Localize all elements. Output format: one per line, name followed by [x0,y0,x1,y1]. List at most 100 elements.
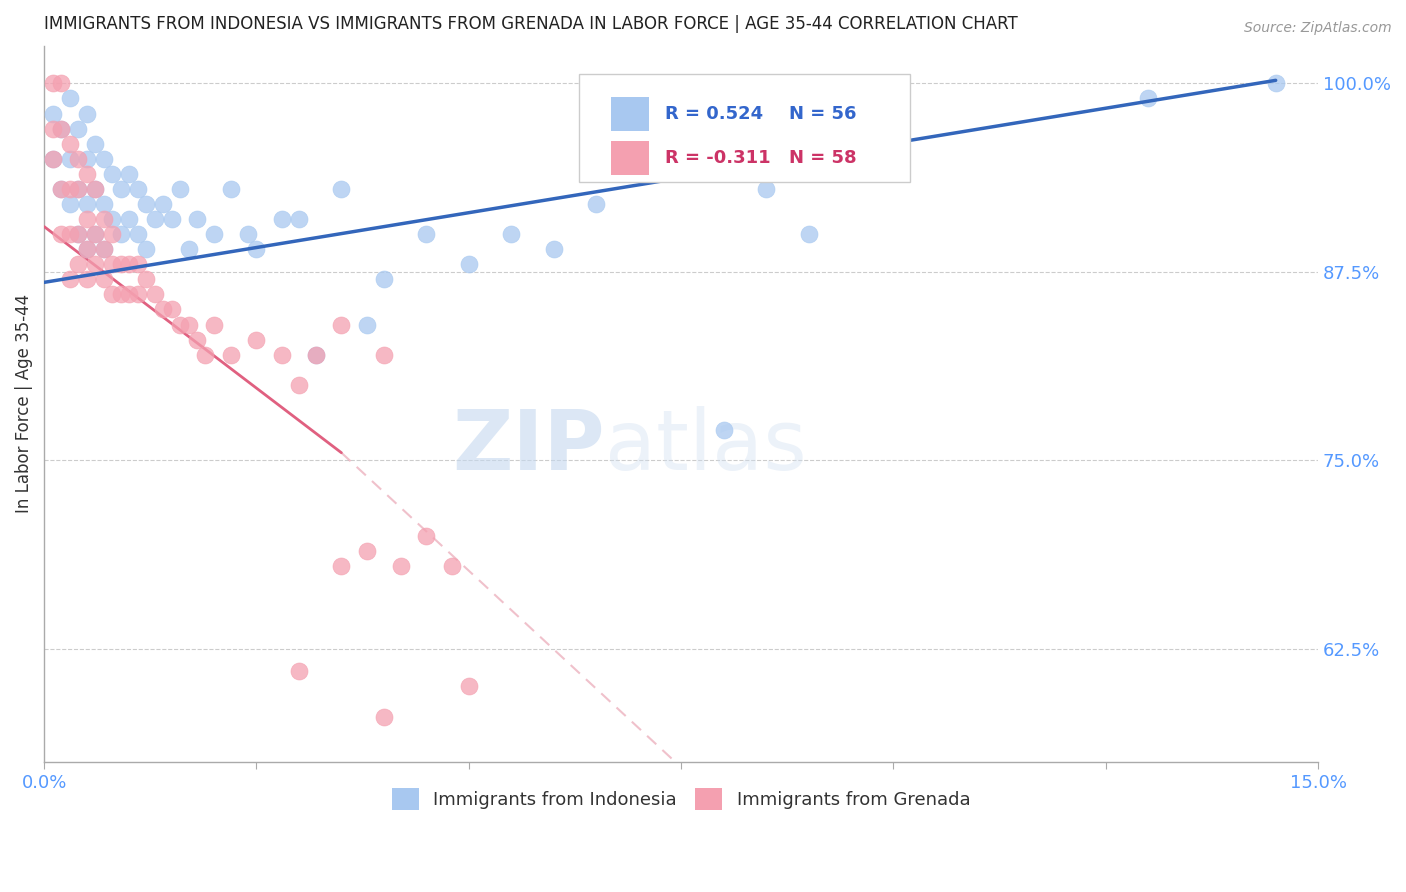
Point [585,197,607,211]
Point [177,242,200,256]
Point [373,272,395,286]
Point [93,272,115,286]
Point [127,287,149,301]
Point [219,348,242,362]
Point [135,242,157,256]
Text: N = 56: N = 56 [789,105,856,123]
Point [76,167,98,181]
Point [245,242,267,256]
Point [186,212,208,227]
Point [76,242,98,256]
Point [76,152,98,166]
Point [330,558,353,573]
Point [101,287,124,301]
Point [76,242,98,256]
Point [76,106,98,120]
Point [160,302,183,317]
Point [76,197,98,211]
Point [76,212,98,227]
Point [152,302,174,317]
FancyBboxPatch shape [612,97,650,131]
Point [143,212,166,227]
Point [41,76,63,90]
Point [202,318,225,332]
Point [76,272,98,286]
Point [84,227,107,241]
Point [245,333,267,347]
Point [713,423,735,437]
Point [67,227,90,241]
Point [177,318,200,332]
Point [118,167,141,181]
Point [93,212,115,227]
Point [49,121,72,136]
Point [186,333,208,347]
Point [118,287,141,301]
Point [356,318,378,332]
Point [84,227,107,241]
Point [101,212,124,227]
Point [41,106,63,120]
Point [271,348,294,362]
Point [118,212,141,227]
Point [288,665,311,679]
Point [49,227,72,241]
Point [93,152,115,166]
Point [160,212,183,227]
Point [58,227,80,241]
Point [84,182,107,196]
Point [84,136,107,151]
Point [49,182,72,196]
Point [49,76,72,90]
Point [194,348,217,362]
Point [67,121,90,136]
Point [41,152,63,166]
Point [440,558,463,573]
Point [797,227,820,241]
Point [49,121,72,136]
Text: atlas: atlas [605,406,807,487]
Point [110,182,132,196]
Point [373,348,395,362]
Point [127,257,149,271]
Point [755,182,778,196]
Point [457,257,479,271]
Y-axis label: In Labor Force | Age 35-44: In Labor Force | Age 35-44 [15,294,32,513]
Point [84,257,107,271]
Point [305,348,328,362]
Point [110,287,132,301]
Point [202,227,225,241]
Point [93,197,115,211]
Point [101,167,124,181]
Text: N = 58: N = 58 [789,149,858,167]
Point [288,212,311,227]
Legend: Immigrants from Indonesia, Immigrants from Grenada: Immigrants from Indonesia, Immigrants fr… [385,780,977,817]
Point [389,558,412,573]
Point [58,197,80,211]
Point [219,182,242,196]
Point [58,272,80,286]
Text: IMMIGRANTS FROM INDONESIA VS IMMIGRANTS FROM GRENADA IN LABOR FORCE | AGE 35-44 : IMMIGRANTS FROM INDONESIA VS IMMIGRANTS … [44,15,1018,33]
Point [67,182,90,196]
Point [330,318,353,332]
Point [41,152,63,166]
Point [356,543,378,558]
Point [457,679,479,693]
Point [373,709,395,723]
Text: R = 0.524: R = 0.524 [665,105,762,123]
Point [67,182,90,196]
Point [58,91,80,105]
Point [41,121,63,136]
Point [58,136,80,151]
Point [67,152,90,166]
Point [152,197,174,211]
Point [330,182,353,196]
Point [143,287,166,301]
Point [101,227,124,241]
Point [93,242,115,256]
Point [118,257,141,271]
Point [271,212,294,227]
Text: Source: ZipAtlas.com: Source: ZipAtlas.com [1244,21,1392,35]
Point [127,182,149,196]
Point [1264,76,1286,90]
